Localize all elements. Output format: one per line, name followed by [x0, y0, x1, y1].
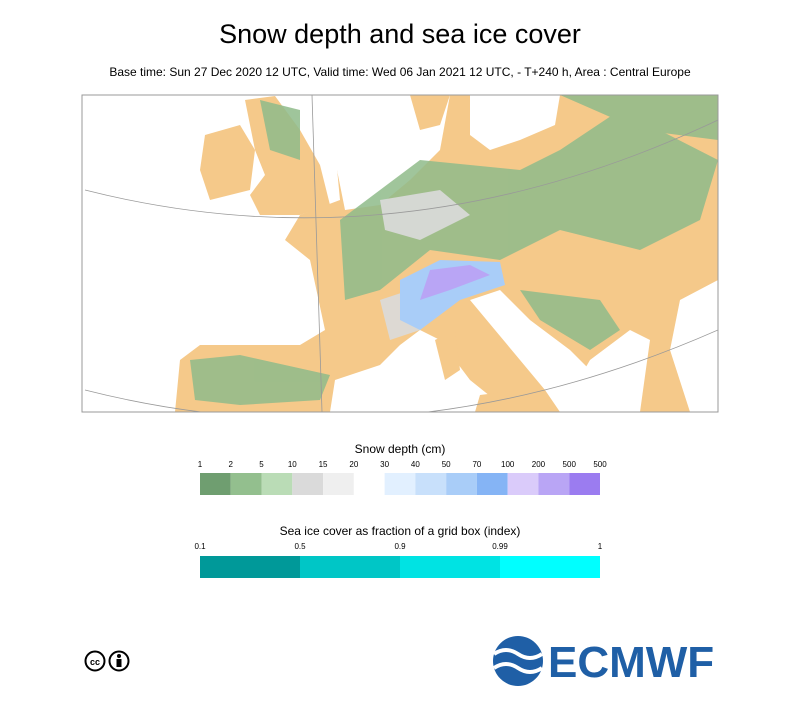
title: Snow depth and sea ice cover — [219, 19, 581, 49]
legend-swatch — [415, 473, 447, 495]
legend-tick-label: 1 — [198, 460, 203, 469]
legend-swatch — [384, 473, 416, 495]
legend-tick-label: 200 — [532, 460, 546, 469]
legend-swatch — [200, 473, 231, 495]
legend-swatch — [353, 473, 385, 495]
legend-tick-label: 15 — [319, 460, 328, 469]
map — [82, 95, 718, 412]
legend-tick-label: 10 — [288, 460, 297, 469]
legend-tick-label: 40 — [411, 460, 420, 469]
mediterranean — [330, 330, 510, 412]
snow-legend: Snow depth (cm) 1 2 5 10 15 20 30 40 50 70 100 200 50… — [198, 442, 607, 495]
sicily — [475, 390, 530, 412]
legend-tick-label: 70 — [472, 460, 481, 469]
snow-cover — [190, 95, 718, 405]
legend-swatch — [261, 473, 293, 495]
denmark — [410, 95, 450, 130]
legend-tick-label: 50 — [442, 460, 451, 469]
legend-swatch — [569, 473, 600, 495]
ecmwf-logo: ECMWF — [492, 636, 714, 687]
black-sea — [670, 280, 718, 412]
legend-swatch — [507, 473, 539, 495]
logo-text: ECMWF — [548, 638, 714, 687]
legend-tick-label: 30 — [380, 460, 389, 469]
legend-tick-label: 0.1 — [194, 542, 206, 551]
legend-tick-label: 20 — [349, 460, 358, 469]
legend-tick-label: 0.5 — [294, 542, 306, 551]
graticule — [84, 95, 718, 412]
legend-swatch — [476, 473, 508, 495]
legend-tick-label: 0.9 — [394, 542, 406, 551]
legend-swatch — [446, 473, 477, 495]
legend-tick-label: 1 — [598, 542, 603, 551]
legend-tick-label: 0.99 — [492, 542, 508, 551]
legend-swatch — [323, 473, 354, 495]
baltic — [470, 95, 560, 150]
legend-title: Sea ice cover as fraction of a grid box … — [280, 524, 521, 538]
legend-swatch — [292, 473, 324, 495]
legend-tick-label: 100 — [501, 460, 515, 469]
ireland — [200, 125, 255, 200]
legend-tick-label: 500 — [593, 460, 607, 469]
sardinia — [435, 330, 460, 380]
legend-swatch — [300, 556, 400, 578]
aegean — [560, 330, 650, 412]
ice-legend: Sea ice cover as fraction of a grid box … — [194, 524, 603, 578]
legend-tick-label: 5 — [259, 460, 264, 469]
adriatic — [470, 290, 605, 412]
legend-swatch — [538, 473, 570, 495]
legend-swatch — [500, 556, 600, 578]
legend-swatch — [400, 556, 500, 578]
legend-tick-label: 2 — [229, 460, 234, 469]
legend-swatch — [200, 556, 300, 578]
cc-icon: cc — [84, 650, 130, 672]
svg-text:cc: cc — [90, 657, 100, 667]
map-frame — [81, 94, 719, 413]
legend-title: Snow depth (cm) — [355, 442, 446, 456]
legend-tick-label: 500 — [563, 460, 577, 469]
legend-swatch — [230, 473, 262, 495]
subtitle: Base time: Sun 27 Dec 2020 12 UTC, Valid… — [109, 65, 691, 79]
alps-deep-snow — [420, 265, 490, 300]
